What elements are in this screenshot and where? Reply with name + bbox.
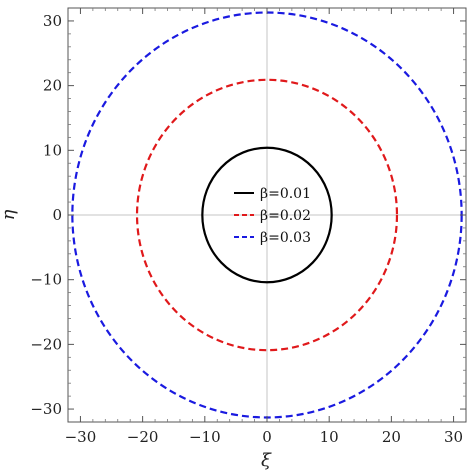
x-axis-label: ξ <box>261 450 272 471</box>
x-tick-label: −10 <box>189 428 221 446</box>
y-tick-label: −10 <box>30 271 62 289</box>
x-tick-label: 10 <box>320 428 339 446</box>
x-tick-label: −20 <box>127 428 159 446</box>
x-axis-ticks: −30 −20 −10 0 10 20 30 <box>65 8 463 446</box>
y-axis-label: η <box>0 209 19 220</box>
legend: β=0.01 β=0.02 β=0.03 <box>234 186 311 246</box>
series-curve-1 <box>201 146 333 284</box>
x-tick-label: −30 <box>65 428 97 446</box>
legend-label-1: β=0.01 <box>260 186 311 202</box>
x-tick-label: 30 <box>444 428 463 446</box>
x-tick-label: 0 <box>262 428 272 446</box>
y-axis-ticks: −30 −20 −10 0 10 20 30 <box>30 12 466 418</box>
y-tick-label: 20 <box>43 77 62 95</box>
y-tick-label: 0 <box>52 206 62 224</box>
y-tick-label: −20 <box>30 335 62 353</box>
y-tick-label: −30 <box>30 400 62 418</box>
series-curve-2 <box>135 78 399 352</box>
x-tick-label: 20 <box>382 428 401 446</box>
zero-lines <box>68 8 466 422</box>
y-tick-label: 30 <box>43 12 62 30</box>
legend-label-3: β=0.03 <box>260 230 311 246</box>
y-tick-label: 10 <box>43 141 62 159</box>
legend-label-2: β=0.02 <box>260 208 311 224</box>
